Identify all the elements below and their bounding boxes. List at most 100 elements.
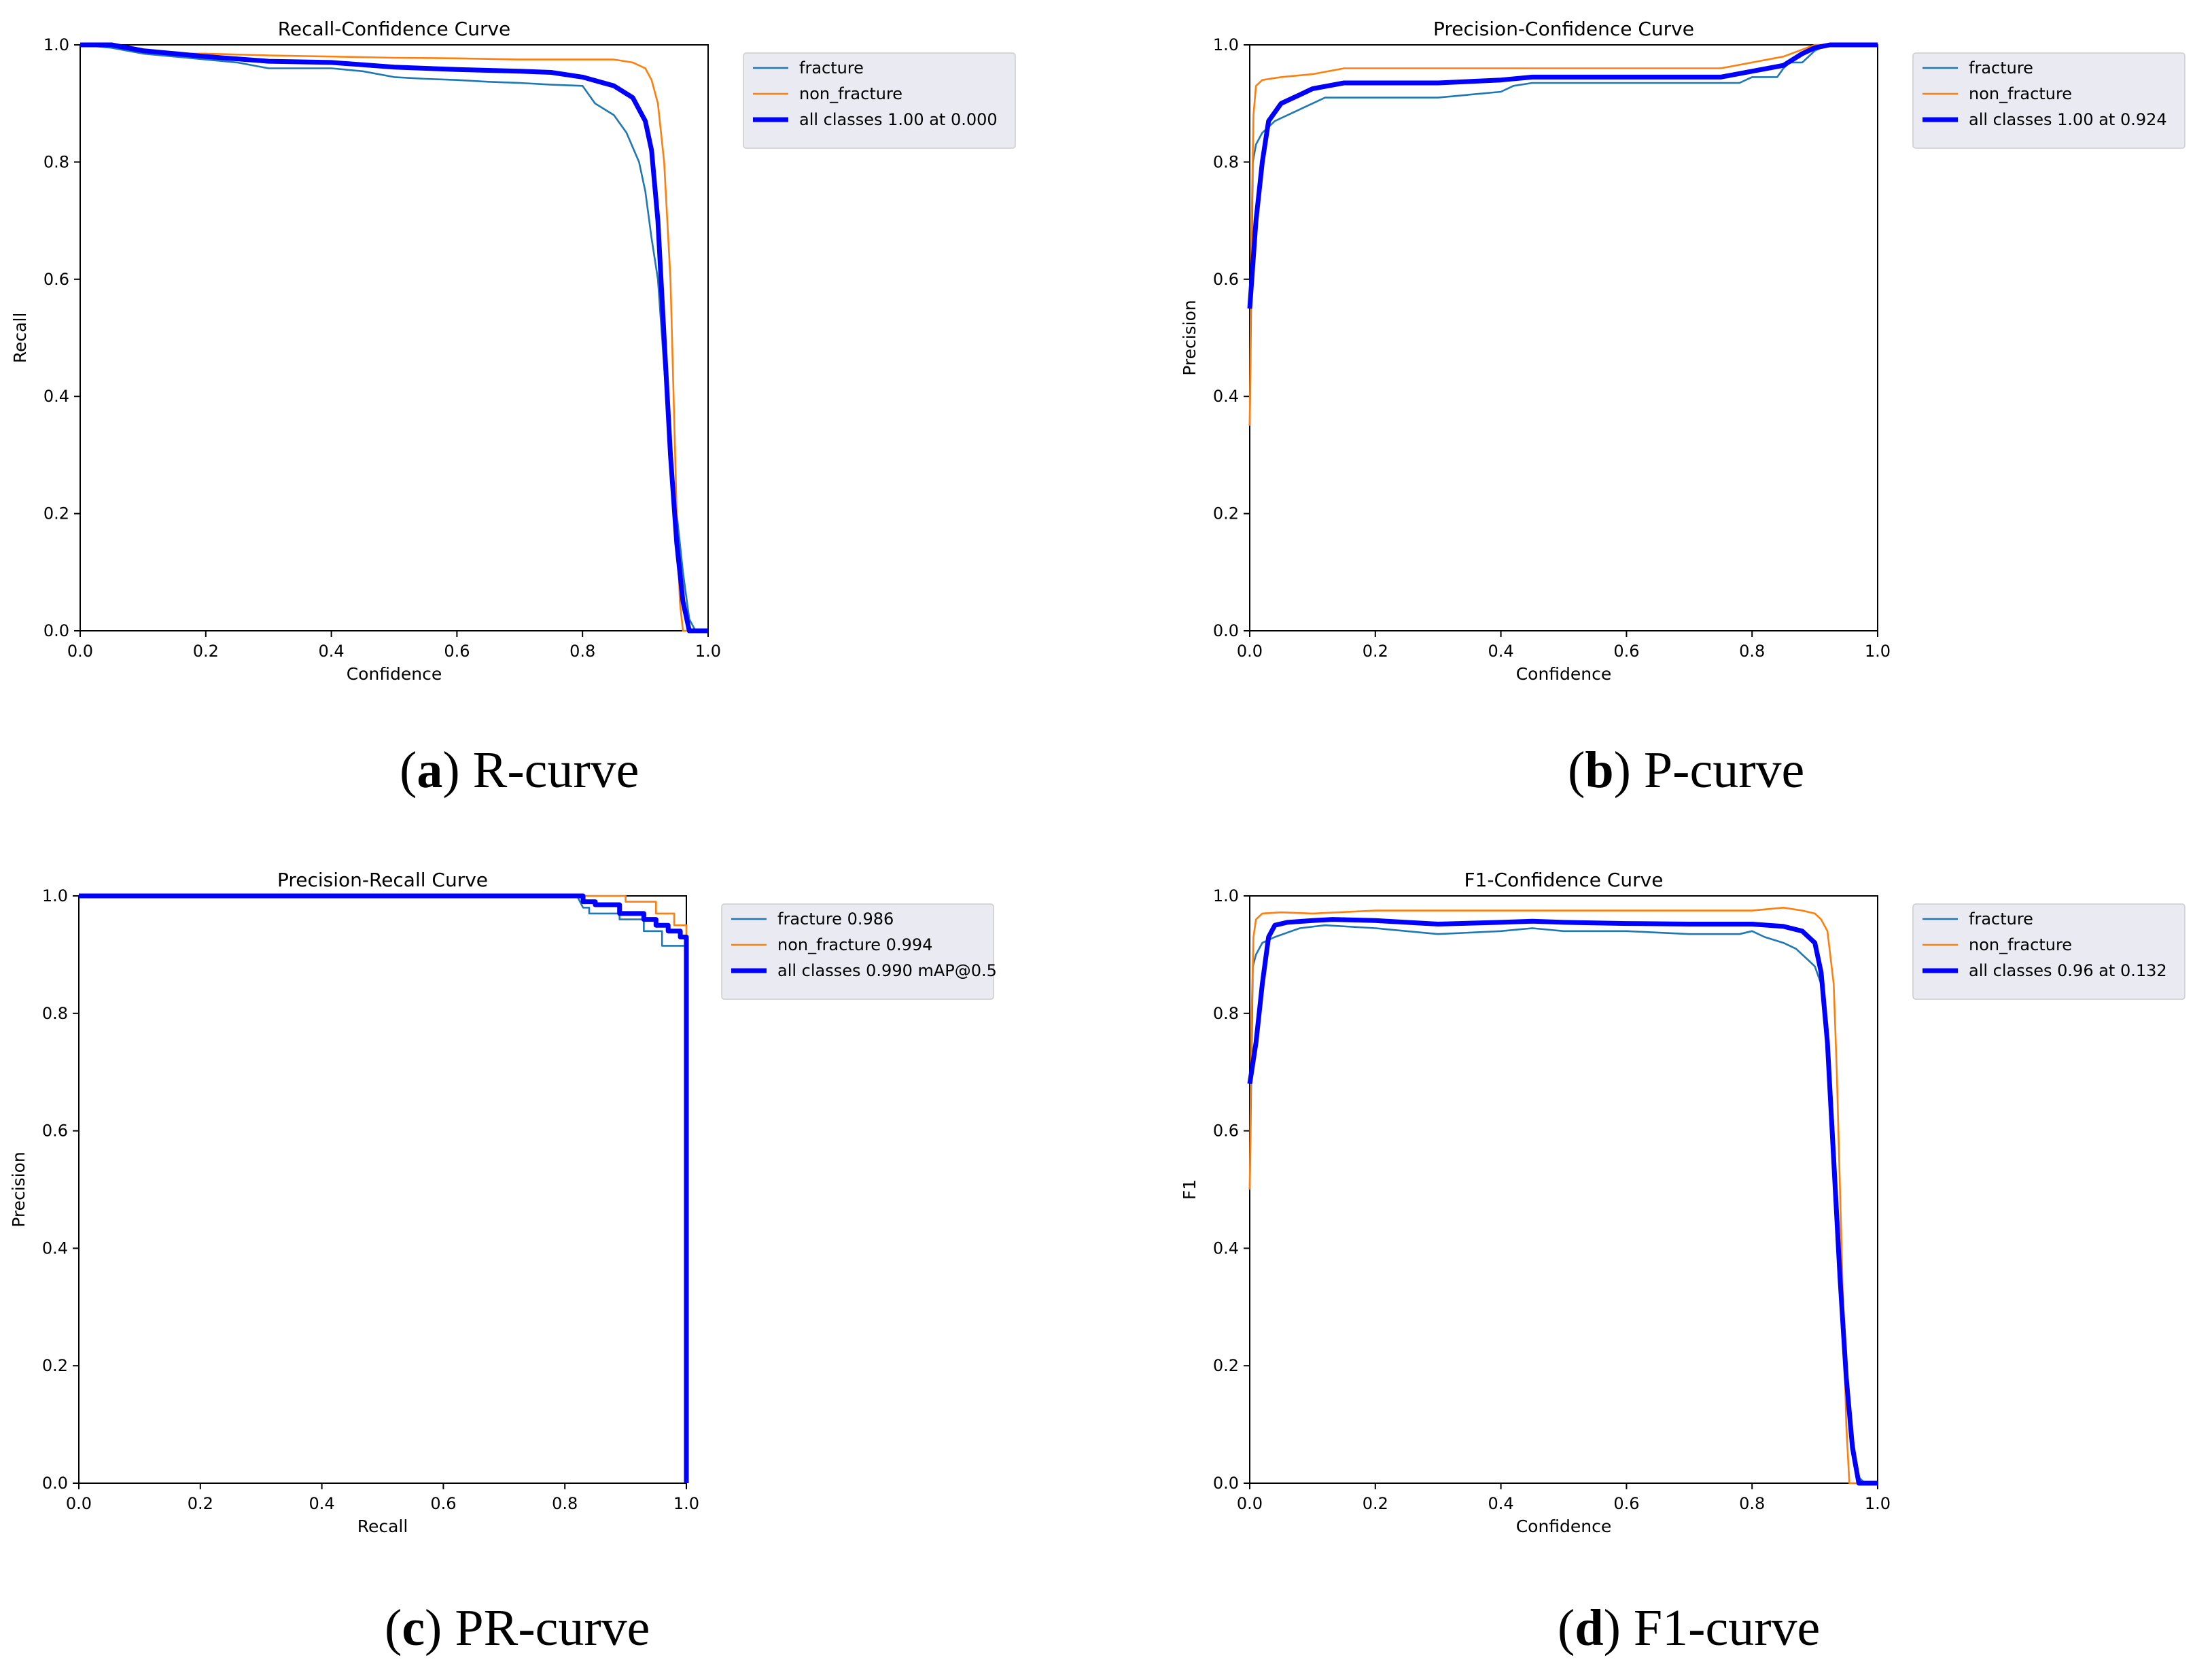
y-tick-label: 1.0 [43,35,69,54]
y-tick-label: 0.4 [1213,1238,1239,1258]
chart-panel-f1-confidence: F1-Confidence Curve 0.0 0.2 0.4 0.6 0.8 1.0 0.0… [1106,832,2212,1664]
chart-title: Precision-Confidence Curve [1433,18,1694,40]
legend-label: fracture [1969,909,2033,929]
y-tick-label: 0.4 [43,387,69,406]
x-tick-label: 1.0 [695,642,721,661]
x-tick-label: 0.0 [1237,1494,1263,1513]
legend-label: non_fracture 0.994 [777,935,932,954]
x-tick-label: 1.0 [673,1494,699,1513]
y-tick-label: 0.4 [1213,387,1239,406]
legend-label: all classes 1.00 at 0.924 [1969,110,2167,129]
caption-a: (a) R-curve [400,742,639,799]
legend-label: fracture [799,58,864,77]
chart-title: Precision-Recall Curve [277,869,488,891]
y-tick-label: 0.0 [1213,621,1239,640]
plot-area [78,895,687,1484]
y-tick-label: 0.6 [43,270,69,289]
y-tick-label: 0.4 [42,1238,68,1258]
x-tick-label: 0.2 [1363,1494,1388,1513]
y-axis-label: Precision [9,1151,29,1228]
series-line-all [1247,917,1878,1486]
plot-area [80,44,709,631]
x-tick-label: 0.2 [193,642,219,661]
chart-title: F1-Confidence Curve [1464,869,1664,891]
chart-title: Recall-Confidence Curve [278,18,511,40]
f1-confidence-chart: F1-Confidence Curve 0.0 0.2 0.4 0.6 0.8 1.0 0.0… [1180,869,2185,1536]
precision-recall-chart: Precision-Recall Curve 0.0 0.2 0.4 0.6 0.8 1.0… [9,869,997,1536]
x-tick-label: 0.6 [1613,1494,1639,1513]
x-tick-label: 0.8 [1739,642,1765,661]
y-tick-label: 0.8 [1213,1004,1239,1023]
legend-box [1912,903,2185,1000]
chart-panel-recall-confidence: Recall-Confidence Curve 0.0 0.2 0.4 0.6 0.8 1.… [0,0,1106,832]
x-tick-label: 0.8 [552,1494,578,1513]
y-tick-label: 0.2 [1213,504,1239,523]
legend: fracture 0.986 non_fracture 0.994 all clas… [721,903,997,1000]
x-tick-label: 0.4 [1488,642,1514,661]
y-tick-label: 0.2 [42,1356,68,1375]
chart-panel-precision-confidence: Precision-Confidence Curve 0.0 0.2 0.4 0.6 0.… [1106,0,2212,832]
x-axis-label: Confidence [1516,664,1612,684]
y-axis-label: Recall [10,313,30,364]
legend-label: non_fracture [1969,84,2072,103]
series-group [80,42,708,634]
x-tick-label: 0.0 [1237,642,1263,661]
caption-b: (b) P-curve [1568,742,1805,799]
y-tick-label: 0.0 [1213,1474,1239,1493]
x-tick-label: 0.4 [1488,1494,1514,1513]
chart-panel-precision-recall: Precision-Recall Curve 0.0 0.2 0.4 0.6 0.8 1.0… [0,832,1106,1664]
x-axis-label: Confidence [1516,1516,1612,1536]
x-tick-label: 0.2 [1363,642,1388,661]
x-tick-label: 0.4 [319,642,345,661]
caption-d: (d) F1-curve [1558,1599,1821,1657]
y-tick-label: 1.0 [42,886,68,905]
y-tick-label: 0.8 [42,1004,68,1023]
series-group [1247,907,1878,1486]
x-tick-label: 0.4 [309,1494,335,1513]
series-group [79,893,689,1483]
series-line-non-fracture [1248,907,1878,1485]
x-axis-label: Confidence [347,664,442,684]
x-tick-label: 1.0 [1865,1494,1891,1513]
y-tick-label: 1.0 [1213,886,1239,905]
x-tick-label: 0.8 [1739,1494,1765,1513]
series-line-non-fracture [79,895,688,1483]
y-tick-label: 0.2 [43,504,69,523]
y-tick-label: 0.6 [1213,270,1239,289]
recall-confidence-chart: Recall-Confidence Curve 0.0 0.2 0.4 0.6 0.8 1.… [10,18,1016,684]
series-line-all [1247,42,1878,309]
caption-c: (c) PR-curve [385,1599,650,1657]
legend-box [721,903,994,1000]
x-tick-label: 1.0 [1865,642,1891,661]
series-group [1247,42,1878,426]
series-line-all [80,42,708,634]
x-tick-label: 0.0 [67,642,93,661]
x-tick-label: 0.6 [1613,642,1639,661]
x-tick-label: 0.0 [66,1494,92,1513]
legend-box [743,52,1016,149]
x-tick-label: 0.6 [430,1494,456,1513]
y-tick-label: 1.0 [1213,35,1239,54]
y-tick-label: 0.0 [42,1474,68,1493]
y-tick-label: 0.8 [1213,152,1239,171]
legend-label: fracture 0.986 [777,909,894,929]
y-axis-label: Precision [1180,300,1199,376]
legend-label: non_fracture [799,84,902,103]
x-axis-label: Recall [357,1516,408,1536]
y-tick-label: 0.0 [43,621,69,640]
y-tick-label: 0.8 [43,152,69,171]
x-tick-label: 0.6 [444,642,470,661]
series-line-all [79,893,689,1483]
x-tick-label: 0.8 [569,642,595,661]
legend-label: all classes 1.00 at 0.000 [799,110,998,129]
legend-label: fracture [1969,58,2033,77]
legend-label: non_fracture [1969,935,2072,954]
precision-confidence-chart: Precision-Confidence Curve 0.0 0.2 0.4 0.6 0.… [1180,18,2185,684]
x-tick-label: 0.2 [188,1494,213,1513]
series-line-non-fracture [80,44,708,632]
legend-box [1912,52,2185,149]
series-line-non-fracture [1248,44,1878,426]
